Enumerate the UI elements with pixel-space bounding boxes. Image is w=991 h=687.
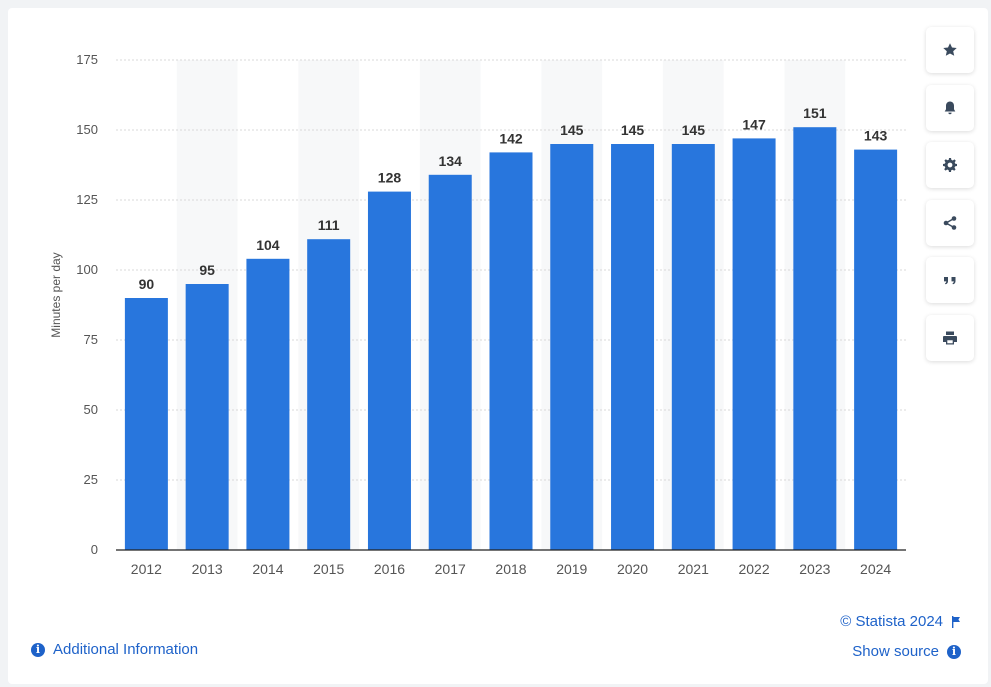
bar bbox=[307, 239, 351, 550]
data-label: 104 bbox=[256, 237, 280, 253]
bar bbox=[246, 258, 290, 550]
y-tick-label: 50 bbox=[84, 402, 98, 417]
data-label: 142 bbox=[499, 130, 523, 146]
y-tick-label: 25 bbox=[84, 472, 98, 487]
quote-icon bbox=[944, 277, 956, 285]
x-tick-label: 2021 bbox=[678, 561, 709, 577]
bar bbox=[367, 191, 411, 550]
bar bbox=[854, 149, 898, 550]
statista-copyright-link[interactable]: © Statista 2024 bbox=[840, 613, 961, 630]
cite-button[interactable] bbox=[926, 257, 974, 303]
chart-toolbar bbox=[926, 27, 974, 372]
x-tick-label: 2016 bbox=[374, 561, 405, 577]
y-tick-label: 150 bbox=[76, 122, 98, 137]
data-label: 134 bbox=[439, 153, 463, 169]
data-label: 147 bbox=[742, 116, 766, 132]
copyright-label: © Statista 2024 bbox=[840, 613, 943, 630]
share-icon bbox=[943, 215, 957, 230]
x-tick-label: 2022 bbox=[738, 561, 769, 577]
bar bbox=[732, 138, 776, 550]
bar bbox=[671, 144, 715, 550]
x-tick-label: 2019 bbox=[556, 561, 587, 577]
show-source-link[interactable]: Show source i bbox=[852, 643, 961, 660]
data-label: 128 bbox=[378, 170, 402, 186]
chart-card: 0 25 50 75 100 125 150 175 Minutes per day 90 2012… bbox=[8, 8, 988, 684]
data-label: 145 bbox=[560, 122, 584, 138]
x-tick-label: 2023 bbox=[799, 561, 830, 577]
bar bbox=[124, 298, 168, 550]
x-tick-label: 2018 bbox=[495, 561, 526, 577]
y-tick-label: 175 bbox=[76, 52, 98, 67]
bell-icon bbox=[944, 101, 956, 114]
data-label: 90 bbox=[139, 276, 155, 292]
x-tick-label: 2013 bbox=[192, 561, 223, 577]
y-tick-label: 125 bbox=[76, 192, 98, 207]
y-axis-label: Minutes per day bbox=[49, 252, 63, 337]
favorite-button[interactable] bbox=[926, 27, 974, 73]
x-tick-label: 2012 bbox=[131, 561, 162, 577]
additional-information-label: Additional Information bbox=[53, 641, 199, 658]
x-tick-label: 2014 bbox=[252, 561, 283, 577]
info-icon: i bbox=[31, 642, 45, 657]
print-icon bbox=[943, 331, 957, 344]
info-icon: i bbox=[947, 644, 961, 659]
data-label: 111 bbox=[318, 217, 340, 233]
share-button[interactable] bbox=[926, 199, 974, 246]
data-label: 145 bbox=[682, 122, 706, 138]
notification-button[interactable] bbox=[926, 84, 974, 131]
bar bbox=[550, 144, 594, 550]
data-label: 95 bbox=[199, 262, 215, 278]
y-tick-label: 75 bbox=[84, 332, 98, 347]
star-icon bbox=[943, 43, 957, 56]
flag-icon bbox=[952, 615, 960, 628]
settings-button[interactable] bbox=[926, 142, 974, 188]
bar-chart: 0 25 50 75 100 125 150 175 Minutes per day 90 2012… bbox=[49, 52, 906, 577]
bar bbox=[489, 152, 533, 550]
show-source-label: Show source bbox=[852, 643, 939, 660]
x-tick-label: 2017 bbox=[435, 561, 466, 577]
gear-icon bbox=[943, 158, 957, 172]
x-tick-label: 2024 bbox=[860, 561, 891, 577]
data-label: 145 bbox=[621, 122, 645, 138]
additional-information-link[interactable]: i Additional Information bbox=[31, 641, 198, 658]
bar bbox=[185, 284, 229, 550]
x-tick-label: 2020 bbox=[617, 561, 648, 577]
bar bbox=[428, 174, 472, 551]
bar bbox=[611, 144, 655, 550]
x-tick-label: 2015 bbox=[313, 561, 344, 577]
data-label: 143 bbox=[864, 128, 888, 144]
y-tick-label: 100 bbox=[76, 262, 98, 277]
data-label: 151 bbox=[803, 105, 827, 121]
print-button[interactable] bbox=[926, 314, 974, 361]
bar bbox=[793, 127, 837, 550]
y-tick-label: 0 bbox=[91, 542, 98, 557]
